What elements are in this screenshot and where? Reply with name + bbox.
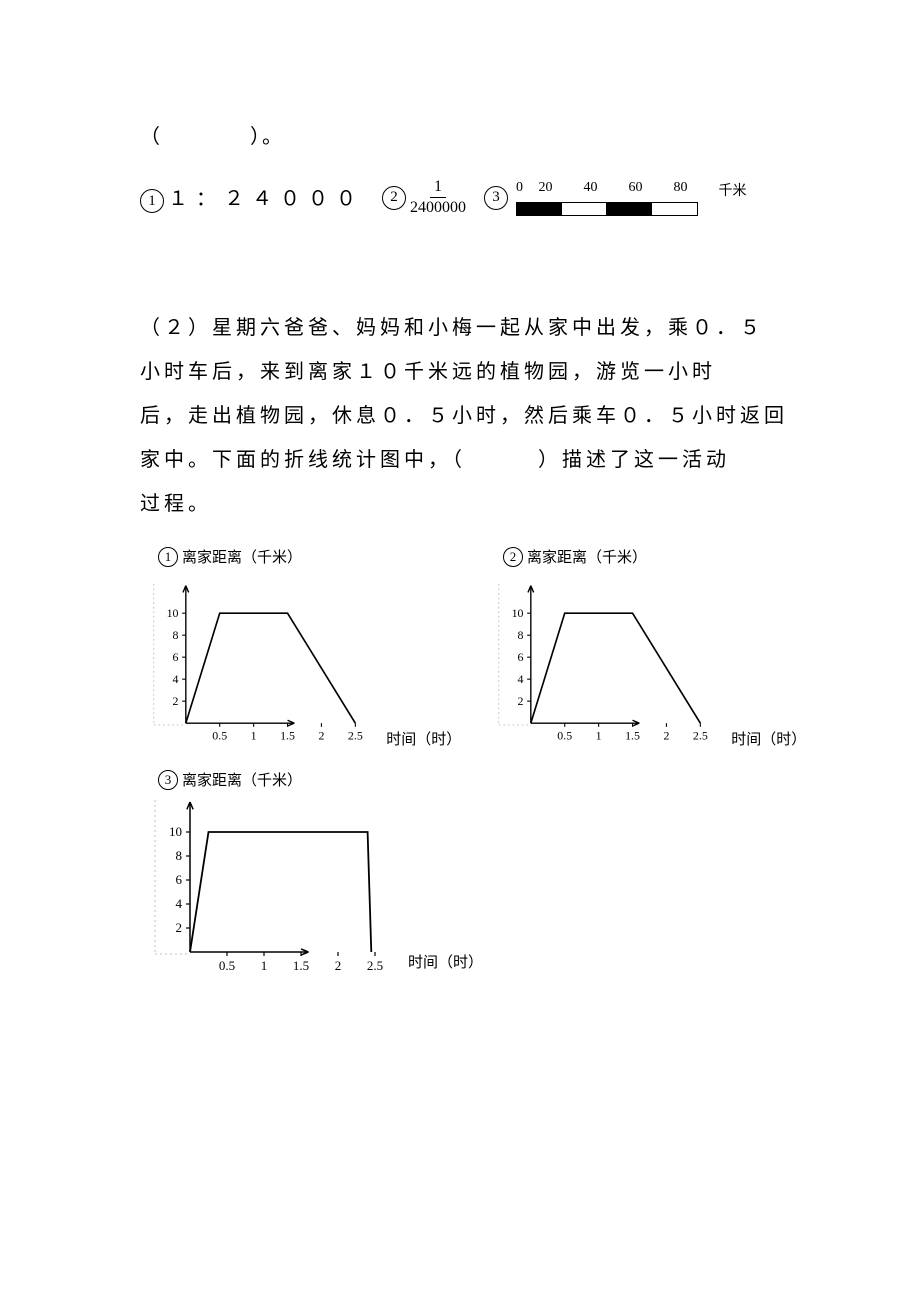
scalebar-tick: 60 [629, 180, 674, 200]
fraction: 1 2400000 [410, 179, 466, 216]
circled-2-small-icon: 2 [503, 547, 523, 567]
circled-1-icon: 1 [140, 189, 164, 213]
fraction-numerator: 1 [430, 179, 446, 198]
svg-text:2: 2 [318, 729, 324, 743]
svg-text:2.5: 2.5 [367, 958, 383, 972]
q1-options-row: 1１：２４０００ 2 1 2400000 3 020406080 千米 [140, 179, 800, 216]
circled-2-icon: 2 [382, 186, 406, 210]
scalebar: 020406080 千米 [516, 180, 747, 216]
charts-row-1: 1离家距离（千米） 2468100.511.522.5 时间（时） 2离家距离（… [140, 546, 800, 749]
scalebar-segment [652, 203, 697, 215]
circled-1-small-icon: 1 [158, 547, 178, 567]
scalebar-tick: 80 [674, 180, 719, 200]
svg-text:2.5: 2.5 [348, 729, 363, 743]
scalebar-segments [516, 202, 698, 216]
scalebar-segment [517, 203, 562, 215]
q2-line5: 过程。 [140, 482, 800, 526]
scalebar-tick: 20 [539, 180, 584, 200]
chart-1-block: 1离家距离（千米） 2468100.511.522.5 时间（时） [140, 546, 455, 749]
q1-opt3[interactable]: 3 020406080 千米 [484, 180, 747, 216]
q1-opt1[interactable]: 1１：２４０００ [140, 182, 364, 214]
svg-text:4: 4 [173, 672, 179, 686]
svg-text:2.5: 2.5 [693, 729, 708, 743]
q1-blank: （ ）。 [140, 120, 800, 149]
svg-text:8: 8 [173, 628, 179, 642]
svg-text:1.5: 1.5 [293, 958, 309, 972]
chart-3-title: 3离家距离（千米） [158, 769, 483, 790]
chart-2-title: 2离家距离（千米） [503, 546, 800, 567]
svg-text:10: 10 [169, 824, 182, 839]
chart-3-xlabel: 时间（时） [408, 951, 483, 972]
scalebar-labels: 020406080 千米 [516, 180, 747, 200]
scalebar-tick: 0 [516, 180, 539, 200]
svg-text:10: 10 [167, 606, 179, 620]
q2-line4: 家中。下面的折线统计图中，（ ）描述了这一活动 [140, 438, 800, 482]
svg-text:8: 8 [176, 848, 183, 863]
svg-text:1.5: 1.5 [280, 729, 295, 743]
chart-3-block: 3离家距离（千米） 2 4 6 8 10 0.5 1 1.5 2 2.5 时间（时） [140, 769, 483, 972]
svg-text:2: 2 [518, 694, 524, 708]
chart-2-ylabel: 离家距离（千米） [527, 546, 647, 567]
svg-text:1: 1 [251, 729, 257, 743]
scalebar-segment [607, 203, 652, 215]
scalebar-unit: 千米 [719, 180, 747, 200]
chart-2: 2 4 6 8 10 0.5 1 1.5 2 2.5 [485, 569, 723, 749]
circled-3-small-icon: 3 [158, 770, 178, 790]
chart-1-xlabel: 时间（时） [386, 728, 455, 749]
svg-text:2: 2 [335, 958, 342, 972]
chart-2-xlabel: 时间（时） [731, 728, 800, 749]
svg-text:2: 2 [173, 694, 179, 708]
svg-text:2: 2 [176, 920, 183, 935]
svg-text:10: 10 [512, 606, 524, 620]
scalebar-tick: 40 [584, 180, 629, 200]
svg-text:6: 6 [176, 872, 183, 887]
charts-row-2: 3离家距离（千米） 2 4 6 8 10 0.5 1 1.5 2 2.5 时间（时） [140, 769, 800, 972]
svg-text:0.5: 0.5 [212, 729, 227, 743]
svg-text:1.5: 1.5 [625, 729, 640, 743]
q2-line2: 小时车后，来到离家１０千米远的植物园，游览一小时 [140, 350, 800, 394]
chart-1: 2 4 6 8 10 0.5 1 1.5 2 2.5 [140, 569, 378, 749]
svg-text:6: 6 [173, 650, 179, 664]
svg-text:6: 6 [518, 650, 524, 664]
fraction-denominator: 2400000 [410, 198, 466, 216]
svg-text:4: 4 [176, 896, 183, 911]
chart-2-block: 2离家距离（千米） 2468100.511.522.5 时间（时） [485, 546, 800, 749]
q1-opt1-text: １：２４０００ [168, 188, 364, 210]
svg-text:2: 2 [663, 729, 669, 743]
q2-paragraph: （２）星期六爸爸、妈妈和小梅一起从家中出发，乘０．５ 小时车后，来到离家１０千米… [140, 306, 800, 526]
chart-1-title: 1离家距离（千米） [158, 546, 455, 567]
svg-text:0.5: 0.5 [219, 958, 235, 972]
svg-text:1: 1 [261, 958, 268, 972]
svg-text:4: 4 [518, 672, 524, 686]
scalebar-segment [562, 203, 607, 215]
circled-3-icon: 3 [484, 186, 508, 210]
q2-line1: （２）星期六爸爸、妈妈和小梅一起从家中出发，乘０．５ [140, 306, 800, 350]
svg-text:8: 8 [518, 628, 524, 642]
q2-line3: 后，走出植物园，休息０．５小时，然后乘车０．５小时返回 [140, 394, 800, 438]
q1-opt2[interactable]: 2 1 2400000 [382, 179, 466, 216]
chart-1-ylabel: 离家距离（千米） [182, 546, 302, 567]
chart-3-ylabel: 离家距离（千米） [182, 769, 302, 790]
svg-text:1: 1 [596, 729, 602, 743]
svg-text:0.5: 0.5 [557, 729, 572, 743]
chart-3: 2 4 6 8 10 0.5 1 1.5 2 2.5 [140, 792, 400, 972]
